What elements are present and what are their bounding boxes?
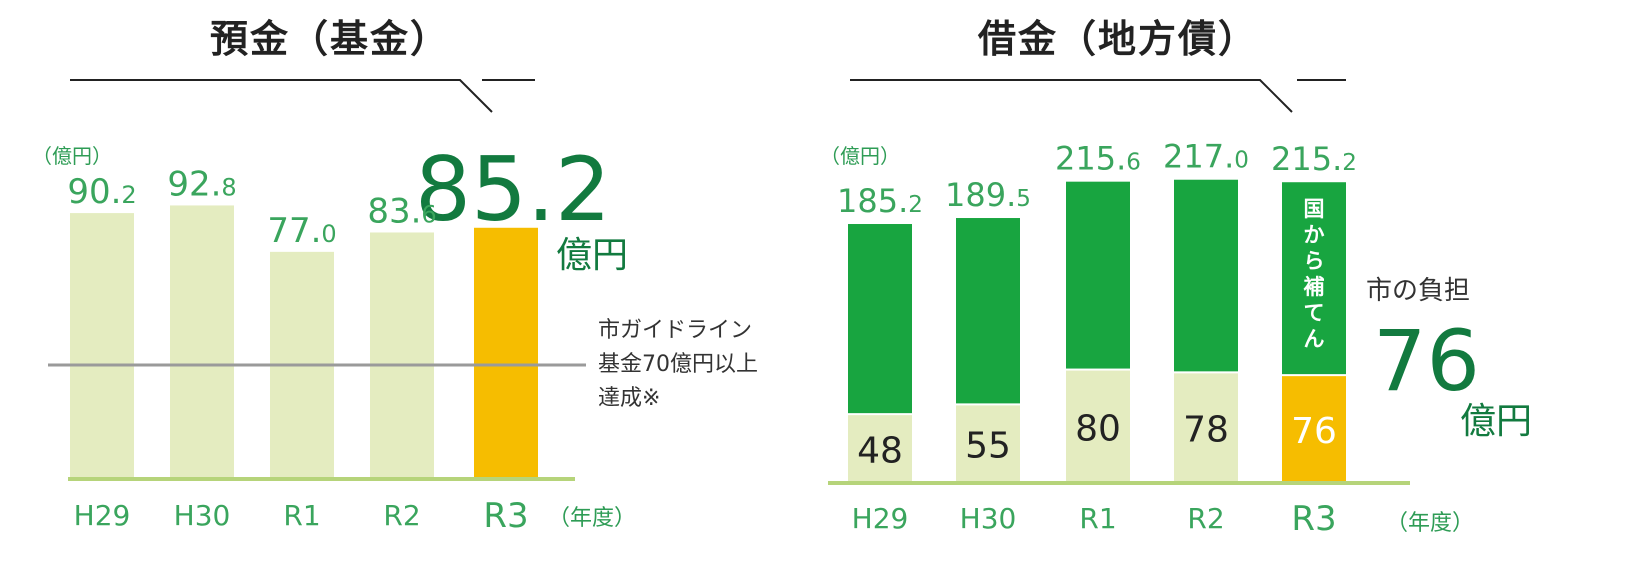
savings-bar-r2 bbox=[370, 232, 434, 478]
guideline-note: 市ガイドライン 基金70億円以上 達成※ bbox=[598, 314, 758, 416]
debt-highlight-unit: 億円 bbox=[1460, 401, 1533, 442]
debt-highlight-value: 76 bbox=[1373, 312, 1480, 410]
savings-value-label-h29: 90.2 bbox=[67, 172, 136, 212]
debt-burden-label-h29: 48 bbox=[857, 431, 903, 472]
debt-burden-label-r3: 76 bbox=[1291, 411, 1337, 452]
debt-burden-bar-h29 bbox=[848, 415, 912, 482]
savings-x-tick-h30: H30 bbox=[174, 499, 231, 532]
debt-subsidy-bar-r2 bbox=[1174, 179, 1238, 372]
debt-x-unit-label: （年度） bbox=[1386, 511, 1475, 536]
savings-value-label-r1: 77.0 bbox=[267, 211, 336, 251]
savings-bar-chart: 90.2 H29 92.8 H30 77.0 R1 83.6 R2 R3 bbox=[48, 79, 586, 536]
guideline-note-line-3: 達成※ bbox=[598, 386, 661, 411]
savings-bar-h30 bbox=[170, 205, 234, 478]
debt-value-label-r3: 215.2 bbox=[1271, 140, 1357, 178]
savings-chart-panel: 預金（基金） （億円） 85.2 億円 市ガイドライン 基金70億円以上 達成※… bbox=[32, 17, 758, 536]
savings-y-unit-label: （億円） bbox=[32, 144, 112, 168]
debt-subsidy-bar-r1 bbox=[1066, 181, 1130, 369]
savings-x-tick-r1: R1 bbox=[283, 499, 320, 532]
debt-subsidy-bar-h30 bbox=[956, 218, 1020, 404]
savings-value-label-h30: 92.8 bbox=[167, 164, 236, 204]
savings-highlight-value: 85.2 bbox=[415, 138, 611, 241]
guideline-note-line-1: 市ガイドライン bbox=[598, 318, 753, 343]
city-burden-label: 市の負担 bbox=[1366, 276, 1471, 306]
debt-burden-bar-r1 bbox=[1066, 370, 1130, 482]
savings-value-label-r2: 83.6 bbox=[367, 191, 436, 231]
debt-burden-bar-r2 bbox=[1174, 373, 1238, 482]
debt-x-tick-h30: H30 bbox=[960, 502, 1017, 535]
debt-subsidy-bar-r3 bbox=[1282, 182, 1346, 375]
debt-chart-title: 借金（地方債） bbox=[978, 17, 1259, 61]
debt-title-bracket bbox=[850, 79, 1293, 113]
debt-subsidy-bar-h29 bbox=[848, 224, 912, 414]
savings-bar-h29 bbox=[70, 213, 134, 479]
savings-highlight-unit: 億円 bbox=[556, 235, 629, 276]
debt-y-unit-label: （億円） bbox=[820, 144, 900, 168]
debt-value-label-r1: 215.6 bbox=[1055, 140, 1141, 178]
debt-x-tick-r2: R2 bbox=[1187, 502, 1224, 535]
debt-value-label-h30: 189.5 bbox=[945, 176, 1031, 214]
debt-x-tick-r3: R3 bbox=[1291, 499, 1336, 539]
savings-x-tick-r3: R3 bbox=[483, 496, 528, 536]
debt-burden-bar-r3 bbox=[1282, 376, 1346, 482]
guideline-note-line-2: 基金70億円以上 bbox=[598, 352, 758, 377]
debt-burden-label-r1: 80 bbox=[1075, 408, 1121, 449]
savings-x-tick-r2: R2 bbox=[383, 499, 420, 532]
debt-x-tick-r1: R1 bbox=[1079, 502, 1116, 535]
savings-bar-r3 bbox=[474, 227, 538, 478]
savings-title-bracket bbox=[70, 79, 493, 113]
debt-x-tick-h29: H29 bbox=[852, 502, 909, 535]
debt-bar-chart: 48 185.2 H29 55 189.5 H30 80 215.6 R1 78 217.0 R2 76… bbox=[828, 79, 1410, 539]
savings-x-tick-h29: H29 bbox=[74, 499, 131, 532]
debt-subsidy-inline-label: 国から補てん bbox=[1303, 197, 1325, 351]
debt-burden-bar-h30 bbox=[956, 405, 1020, 482]
debt-chart-panel: 借金（地方債） （億円） 市の負担 76 億円 （年度） 48 185.2 H29 5… bbox=[820, 0, 1640, 579]
debt-burden-label-h30: 55 bbox=[965, 426, 1011, 467]
debt-burden-label-r2: 78 bbox=[1183, 410, 1229, 451]
savings-chart-title: 預金（基金） bbox=[210, 17, 451, 61]
debt-value-label-r2: 217.0 bbox=[1163, 138, 1249, 176]
debt-value-label-h29: 185.2 bbox=[837, 182, 923, 220]
savings-x-unit-label: （年度） bbox=[548, 506, 637, 531]
